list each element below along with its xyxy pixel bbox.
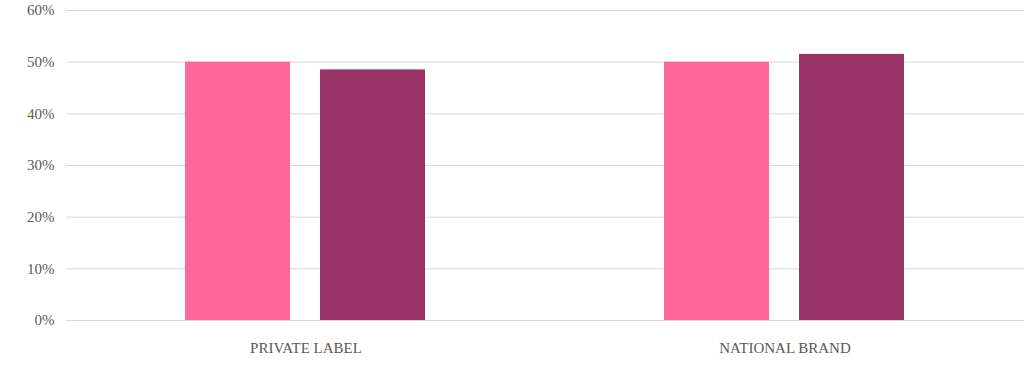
svg-text:10%: 10%: [27, 261, 55, 277]
svg-text:60%: 60%: [27, 2, 55, 18]
svg-text:30%: 30%: [27, 157, 55, 173]
svg-text:NATIONAL BRAND: NATIONAL BRAND: [719, 340, 851, 356]
svg-text:0%: 0%: [35, 312, 55, 328]
svg-text:40%: 40%: [27, 106, 55, 122]
svg-text:50%: 50%: [27, 54, 55, 70]
svg-text:20%: 20%: [27, 209, 55, 225]
svg-text:PRIVATE LABEL: PRIVATE LABEL: [250, 340, 362, 356]
